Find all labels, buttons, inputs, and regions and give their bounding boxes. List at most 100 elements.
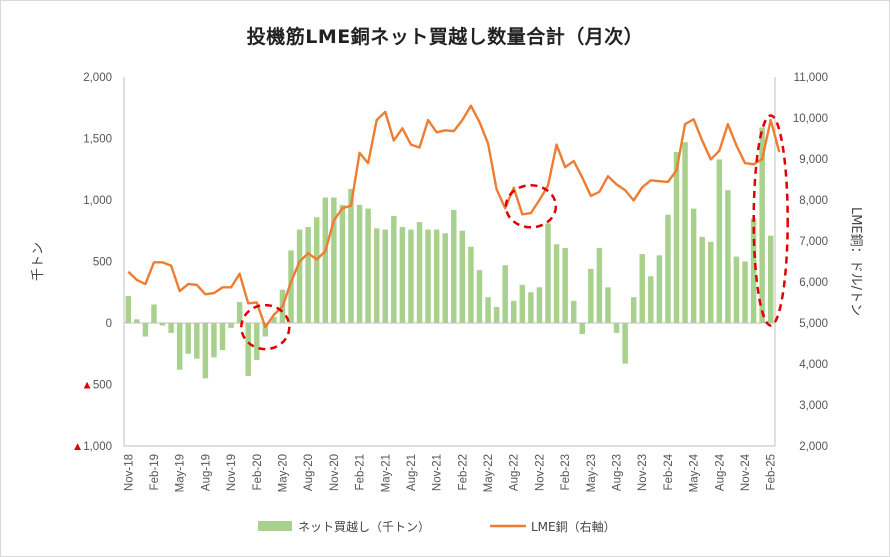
- bar: [725, 190, 731, 323]
- legend-bar-swatch: [258, 521, 292, 531]
- y-right-tick-label: 10,000: [793, 113, 828, 125]
- bar: [176, 323, 183, 370]
- right-axis-ticks: 11,000 10,000 9,000 8,000 7,000 6,000 5,000 4,0…: [793, 72, 828, 453]
- x-tick-label: Nov-24: [740, 453, 752, 491]
- bar: [185, 323, 191, 354]
- bar: [245, 323, 251, 376]
- bar: [373, 228, 380, 323]
- bar: [630, 297, 637, 323]
- bar: [605, 287, 611, 323]
- y-left-tick-label: ▲1,000: [72, 441, 112, 453]
- bar-series: [125, 127, 774, 379]
- bar: [468, 246, 474, 323]
- bar: [528, 292, 534, 323]
- bar: [348, 188, 354, 323]
- bar: [202, 323, 209, 379]
- bar: [211, 323, 217, 358]
- x-tick-label: Feb-23: [560, 454, 572, 490]
- bar: [134, 319, 140, 323]
- bar: [536, 287, 543, 323]
- bar: [699, 236, 705, 323]
- bar: [451, 209, 457, 323]
- copper-price-line: [127, 104, 781, 329]
- x-tick-label: Nov-22: [534, 454, 546, 491]
- y-left-tick-label: 1,500: [83, 134, 112, 146]
- x-tick-label: Feb-19: [149, 454, 161, 490]
- bar: [425, 229, 431, 323]
- bar: [648, 276, 654, 323]
- x-tick-label: Nov-21: [432, 454, 444, 491]
- bar: [742, 261, 748, 323]
- bar: [228, 323, 234, 328]
- x-tick-label: Feb-21: [355, 454, 367, 490]
- y-left-tick-label: 1,000: [83, 195, 112, 207]
- bar: [159, 323, 166, 326]
- x-tick-label: Nov-18: [123, 454, 135, 491]
- x-tick-label: Aug-19: [200, 454, 212, 491]
- bar: [236, 302, 243, 323]
- x-tick-label: Aug-21: [406, 454, 418, 491]
- bar: [288, 250, 294, 323]
- bar: [416, 222, 423, 323]
- legend-line-label: LME銅（右軸）: [531, 519, 616, 534]
- highlight-circles: [240, 114, 789, 351]
- x-tick-label: May-24: [689, 453, 701, 492]
- bar: [665, 214, 671, 323]
- bar: [613, 323, 620, 333]
- bar: [391, 215, 397, 323]
- x-tick-label: Feb-25: [766, 454, 778, 490]
- bar: [459, 230, 466, 323]
- bar: [519, 284, 526, 323]
- x-tick-label: May-23: [586, 454, 598, 492]
- bar: [296, 229, 303, 323]
- x-tick-label: Nov-20: [329, 454, 341, 491]
- y-right-tick-label: 6,000: [799, 277, 828, 289]
- bar: [151, 304, 157, 323]
- highlight-circle: [752, 114, 789, 327]
- line-series: [127, 104, 781, 329]
- legend-bar-label: ネット買越し（千トン）: [298, 520, 430, 534]
- x-tick-label: Nov-23: [637, 454, 649, 491]
- bar: [493, 307, 500, 323]
- y-right-tick-label: 8,000: [799, 195, 828, 207]
- bar: [767, 235, 774, 323]
- bar: [545, 223, 551, 323]
- bar: [168, 323, 174, 333]
- bar: [382, 229, 388, 323]
- bar: [622, 323, 628, 364]
- x-tick-label: Feb-20: [252, 454, 264, 490]
- x-tick-label: May-19: [175, 454, 187, 492]
- x-tick-label: Nov-19: [226, 454, 238, 491]
- bar: [322, 197, 329, 323]
- bar: [142, 323, 149, 337]
- bar: [305, 227, 311, 323]
- y-axis-right-label: LME銅：ドル/トン: [848, 207, 863, 316]
- y-right-tick-label: 5,000: [799, 318, 828, 330]
- y-right-tick-label: 4,000: [799, 359, 828, 371]
- y-right-tick-label: 9,000: [799, 154, 828, 166]
- y-right-tick-label: 2,000: [799, 441, 828, 453]
- bar: [271, 316, 277, 323]
- bar: [254, 323, 260, 360]
- bar: [682, 142, 688, 323]
- x-tick-label: May-22: [483, 454, 495, 492]
- x-tick-label: Aug-20: [303, 454, 315, 491]
- x-tick-label: May-21: [380, 454, 392, 492]
- highlight-circle: [504, 184, 558, 229]
- bar: [339, 204, 346, 323]
- legend: ネット買越し（千トン） LME銅（右軸）: [258, 519, 616, 534]
- bar: [408, 229, 414, 323]
- bar: [596, 247, 603, 323]
- x-axis-ticks: Nov-18 Feb-19 May-19 Aug-19 Nov-19 Feb-20 May-…: [123, 453, 777, 492]
- bar: [656, 255, 663, 323]
- y-left-tick-label: 2,000: [83, 72, 112, 84]
- bar: [356, 204, 363, 323]
- bar: [570, 300, 577, 323]
- bar: [579, 323, 586, 335]
- bar: [733, 256, 740, 323]
- bar: [442, 233, 448, 323]
- bar: [716, 159, 723, 323]
- x-tick-label: Aug-23: [612, 454, 624, 491]
- bar: [588, 268, 594, 323]
